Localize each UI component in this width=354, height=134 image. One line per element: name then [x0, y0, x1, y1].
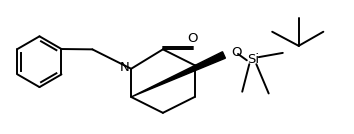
Text: O: O: [231, 46, 241, 59]
Text: O: O: [188, 32, 198, 45]
Text: N: N: [120, 61, 130, 74]
Polygon shape: [131, 52, 225, 97]
Text: Si: Si: [247, 53, 259, 66]
